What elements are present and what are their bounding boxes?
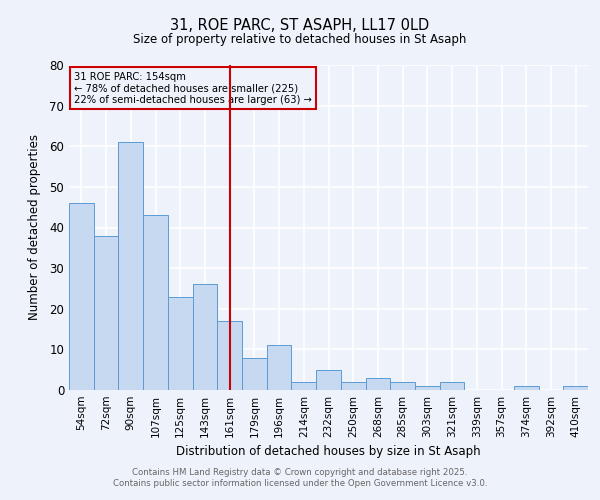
X-axis label: Distribution of detached houses by size in St Asaph: Distribution of detached houses by size …: [176, 446, 481, 458]
Bar: [415, 386, 440, 390]
Bar: [390, 382, 415, 390]
Bar: [118, 142, 143, 390]
Bar: [143, 216, 168, 390]
Text: Contains HM Land Registry data © Crown copyright and database right 2025.
Contai: Contains HM Land Registry data © Crown c…: [113, 468, 487, 487]
Bar: [514, 386, 539, 390]
Bar: [217, 321, 242, 390]
Text: 31 ROE PARC: 154sqm
← 78% of detached houses are smaller (225)
22% of semi-detac: 31 ROE PARC: 154sqm ← 78% of detached ho…: [74, 72, 312, 104]
Bar: [267, 346, 292, 390]
Bar: [292, 382, 316, 390]
Bar: [242, 358, 267, 390]
Bar: [193, 284, 217, 390]
Bar: [316, 370, 341, 390]
Text: Size of property relative to detached houses in St Asaph: Size of property relative to detached ho…: [133, 32, 467, 46]
Bar: [341, 382, 365, 390]
Text: 31, ROE PARC, ST ASAPH, LL17 0LD: 31, ROE PARC, ST ASAPH, LL17 0LD: [170, 18, 430, 32]
Bar: [365, 378, 390, 390]
Y-axis label: Number of detached properties: Number of detached properties: [28, 134, 41, 320]
Bar: [94, 236, 118, 390]
Bar: [563, 386, 588, 390]
Bar: [69, 203, 94, 390]
Bar: [440, 382, 464, 390]
Bar: [168, 296, 193, 390]
